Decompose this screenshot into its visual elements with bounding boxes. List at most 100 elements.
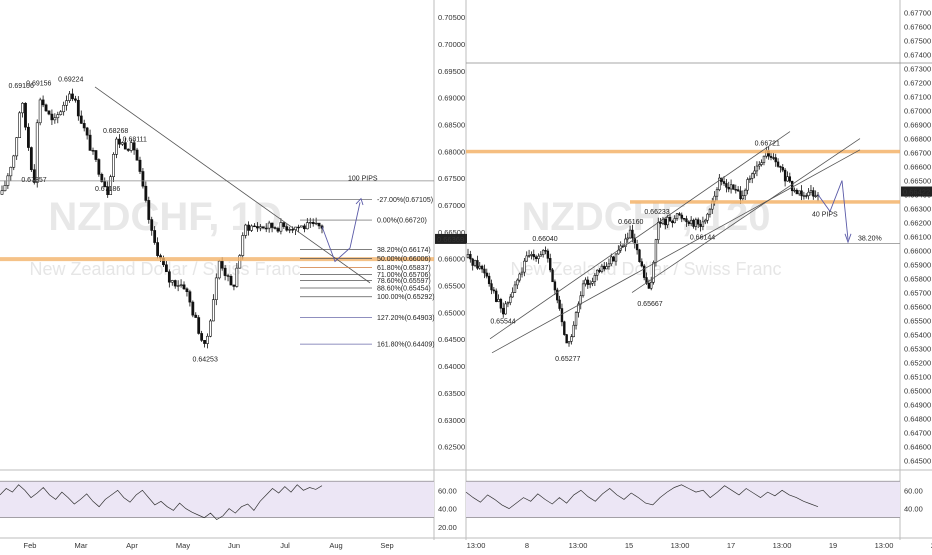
right-candle <box>466 254 470 258</box>
pips-annotation-right: 40 PIPS <box>812 212 838 219</box>
left-candle <box>85 127 89 136</box>
fib-level-label: -27.00%(0.67105) <box>377 197 433 204</box>
right-candle <box>755 165 759 172</box>
right-candle <box>718 177 721 191</box>
swing-label: 0.68111 <box>123 136 147 143</box>
right-candle <box>614 253 618 262</box>
right-x-tick: 13:00 <box>875 541 894 550</box>
swing-label: 0.66721 <box>755 141 780 148</box>
left-candle <box>279 222 283 232</box>
right-candle <box>628 229 632 239</box>
left-candle <box>29 147 33 171</box>
left-candle <box>71 93 74 100</box>
left-candle <box>297 226 300 229</box>
right-candle <box>640 261 644 267</box>
left-candle <box>314 222 318 225</box>
right-candle <box>779 166 782 168</box>
left-y-tick: 0.67000 <box>438 201 465 210</box>
left-rsi-tick: 60.00 <box>438 486 457 495</box>
left-trend-line <box>94 86 371 284</box>
fib-level-label: 50.00%(0.66006) <box>377 256 431 263</box>
right-candle <box>558 299 561 309</box>
left-candle <box>109 176 113 195</box>
right-candle <box>588 283 592 285</box>
right-y-tick: 0.64600 <box>904 443 931 452</box>
left-x-tick: Apr <box>126 541 138 550</box>
right-candle <box>605 266 608 270</box>
left-candle <box>156 242 159 256</box>
left-y-tick: 0.65000 <box>438 308 465 317</box>
right-candle <box>600 265 604 272</box>
right-x-tick: 19 <box>829 541 837 550</box>
right-candle <box>516 279 519 286</box>
left-candle <box>191 301 195 316</box>
left-candle <box>300 225 303 228</box>
right-candle <box>675 213 679 219</box>
left-candle <box>120 142 124 145</box>
right-candle <box>729 184 733 190</box>
right-candle <box>760 162 763 165</box>
right-x-tick: 17 <box>727 541 735 550</box>
right-candle <box>603 265 606 270</box>
right-y-tick: 0.65700 <box>904 289 931 298</box>
right-candle <box>494 290 498 302</box>
right-candle <box>715 189 719 197</box>
swing-label: 0.69156 <box>26 80 51 87</box>
right-candle <box>504 303 507 315</box>
left-candle <box>65 100 68 106</box>
right-y-tick: 0.67400 <box>904 51 931 60</box>
projection-arrow-head <box>355 197 364 206</box>
right-candle <box>666 217 669 226</box>
channel-lower-2 <box>631 138 861 293</box>
right-candle <box>746 179 749 191</box>
right-candle <box>635 243 639 251</box>
swing-label: 0.65667 <box>637 301 662 308</box>
fib-level-label: 88.60%(0.65454) <box>377 286 431 293</box>
right-y-tick: 0.66900 <box>904 121 931 130</box>
left-candle <box>144 185 148 201</box>
left-y-tick: 0.70000 <box>438 40 465 49</box>
fib-level-label: 0.00%(0.66720) <box>377 218 427 225</box>
swing-label: 0.65277 <box>555 356 580 363</box>
right-candle <box>551 269 554 283</box>
right-candle <box>748 178 752 180</box>
right-y-tick: 0.66000 <box>904 247 931 256</box>
right-candle <box>565 334 568 344</box>
right-candle <box>584 279 587 285</box>
left-supply-zone <box>0 257 434 262</box>
right-candle <box>692 219 695 227</box>
fib-level-label: 161.80%(0.64409) <box>377 342 435 349</box>
left-candle <box>311 221 315 225</box>
left-candle <box>118 138 121 145</box>
left-rsi-tick: 40.00 <box>438 505 457 514</box>
left-candle <box>9 166 13 177</box>
left-rsi-band <box>0 481 434 518</box>
channel-lower <box>491 149 861 354</box>
right-candle <box>793 189 796 192</box>
right-y-tick: 0.67000 <box>904 107 931 116</box>
left-y-tick: 0.63500 <box>438 389 465 398</box>
right-candle <box>469 254 472 260</box>
left-candle <box>206 335 209 344</box>
right-y-tick: 0.67700 <box>904 9 931 18</box>
left-candle <box>188 291 192 303</box>
right-candle <box>680 214 683 219</box>
right-y-tick: 0.65300 <box>904 345 931 354</box>
left-candle <box>185 288 189 293</box>
left-y-tick: 0.69500 <box>438 67 465 76</box>
right-candle <box>626 237 629 240</box>
right-candle <box>762 155 766 163</box>
right-candle <box>659 222 662 224</box>
right-candle <box>487 275 491 284</box>
right-candle <box>556 289 559 301</box>
right-candle <box>739 190 742 200</box>
right-candle <box>743 189 747 197</box>
right-candle <box>657 222 660 241</box>
right-rsi-band <box>466 481 900 518</box>
left-candle <box>244 224 248 236</box>
right-x-tick: 15 <box>625 541 633 550</box>
right-candle <box>527 255 531 257</box>
right-candle <box>809 190 813 193</box>
